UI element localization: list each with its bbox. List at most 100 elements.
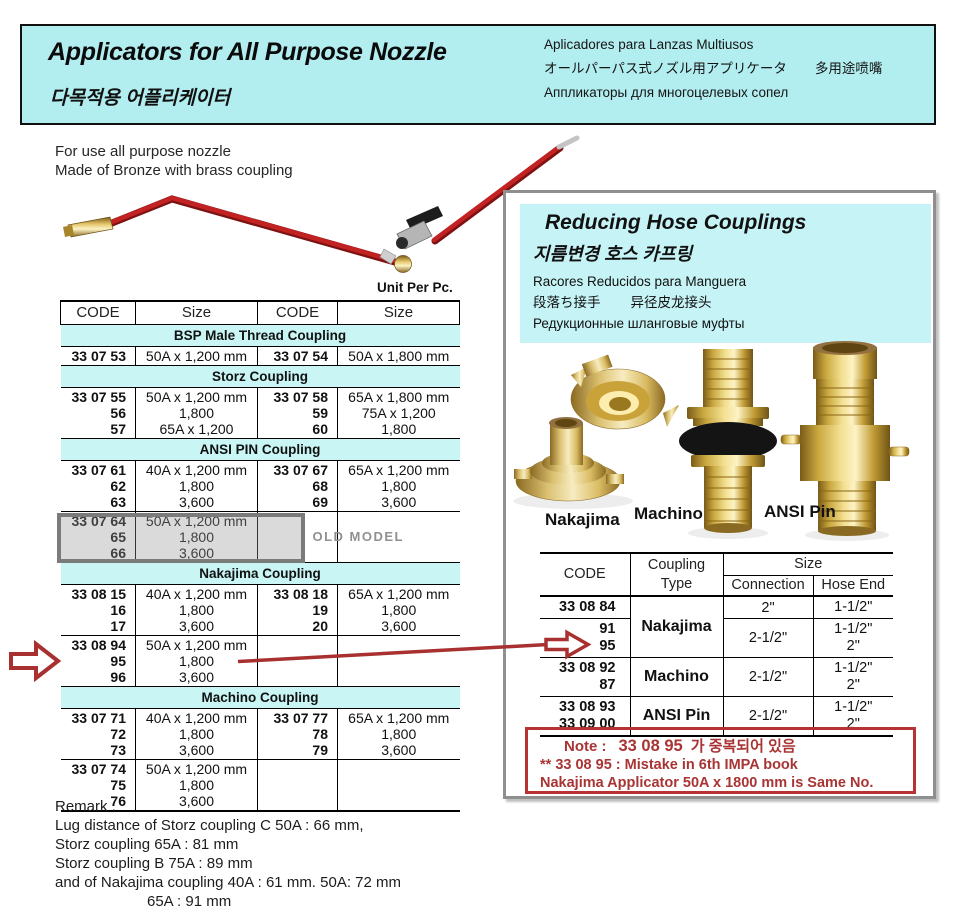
size-cell: 65A x 1,200 mm 1,800 3,600 — [337, 584, 460, 636]
panel-title-korean: 지름변경 호스 카프링 — [533, 244, 693, 264]
page-header: Applicators for All Purpose Nozzle 다목적용 … — [20, 24, 936, 125]
applicator-wand-image — [63, 135, 580, 273]
red-arrow-icon — [9, 639, 62, 683]
coupling-type-cell: Machino — [630, 657, 724, 697]
remark-line: 65A : 91 mm — [147, 893, 232, 910]
subtitle-japanese: オールパーパス式ノズル用アプリケータ — [544, 61, 787, 76]
size-cell: 65A x 1,200 mm 1,800 3,600 — [337, 708, 460, 760]
size-cell: 50A x 1,200 mm 1,800 65A x 1,200 — [135, 387, 258, 439]
code-cell: 33 07 58 59 60 — [257, 387, 338, 439]
column-header-hose-end: Hose End — [813, 575, 893, 597]
header-translations: Aplicadores para Lanzas Multiusos オールパーパ… — [544, 33, 882, 105]
column-header-row: CODE Coupling Type Size — [540, 553, 893, 597]
label-ansi-pin: ANSI Pin — [764, 502, 836, 521]
subtitle-chinese: 多用途喷嘴 — [814, 61, 883, 76]
column-header-connection: Connection — [723, 575, 814, 597]
couplings-product-image — [513, 341, 910, 541]
note-code: 33 08 95 — [618, 737, 683, 755]
panel-subtitle-japanese: 段落ち接手 — [533, 295, 601, 310]
column-header-code: CODE — [540, 553, 631, 597]
note-label: Note : — [564, 738, 607, 755]
subtitle-russian: Аппликаторы для многоцелевых сопел — [544, 85, 789, 100]
column-header-coupling-type: Coupling Type — [630, 553, 724, 597]
code-cell: 33 07 77 78 79 — [257, 708, 338, 760]
note-line: Nakajima Applicator 50A x 1800 mm is Sam… — [540, 775, 874, 791]
couplings-table: CODE Coupling Type Size Connection Hose E… — [540, 552, 893, 737]
panel-subtitle-chinese: 异径皮龙接头 — [630, 295, 712, 310]
table-row: 33 07 74 75 76 50A x 1,200 mm 1,800 3,600 — [60, 759, 460, 812]
code-cell: 33 07 64 65 66 — [60, 511, 136, 563]
machino-coupling-image — [679, 349, 777, 533]
column-header: Size — [135, 301, 258, 325]
code-cell: 33 07 67 68 69 — [257, 460, 338, 512]
code-cell: 33 08 84 — [540, 596, 631, 619]
section-title: BSP Male Thread Coupling — [60, 324, 460, 347]
product-description: For use all purpose nozzle Made of Bronz… — [55, 143, 293, 179]
hose-end-cell: 1-1/2" 2" — [813, 618, 893, 658]
table-row: 33 07 53 50A x 1,200 mm 33 07 54 50A x 1,80… — [60, 346, 460, 366]
panel-header: Reducing Hose Couplings 지름변경 호스 카프링 Raco… — [520, 204, 931, 343]
table-row: 33 07 61 62 63 40A x 1,200 mm 1,800 3,600 33 0… — [60, 460, 460, 512]
size-cell — [337, 759, 460, 812]
remark-line: Remark : — [55, 798, 116, 815]
table-row: 33 07 71 72 73 40A x 1,200 mm 1,800 3,600 33 0… — [60, 708, 460, 760]
section-title: Storz Coupling — [60, 365, 460, 388]
code-cell: 33 07 53 — [60, 346, 136, 366]
code-cell: 33 07 71 72 73 — [60, 708, 136, 760]
size-cell: 50A x 1,200 mm 1,800 3,600 — [135, 759, 258, 812]
note-korean: 가 중복되어 있음 — [690, 738, 796, 755]
code-cell: 33 07 74 75 76 — [60, 759, 136, 812]
panel-subtitle-russian: Редукционные шланговые муфты — [533, 316, 745, 331]
code-cell: 33 07 54 — [257, 346, 338, 366]
label-machino: Machino — [634, 504, 703, 523]
column-header-row: CODE Size CODE Size — [60, 301, 460, 325]
section-title: Nakajima Coupling — [60, 562, 460, 585]
remark-line: Storz coupling B 75A : 89 mm — [55, 855, 253, 872]
code-cell — [257, 635, 338, 687]
panel-title: Reducing Hose Couplings — [545, 211, 807, 234]
applicator-table-body: BSP Male Thread Coupling 33 07 53 50A x 1,… — [60, 324, 460, 812]
remark-line: Lug distance of Storz coupling C 50A : 6… — [55, 817, 364, 834]
section-title: Machino Coupling — [60, 686, 460, 709]
code-cell: 91 95 — [540, 618, 631, 658]
page-title-korean: 다목적용 어플리케이터 — [50, 88, 231, 109]
applicator-table: CODE Size CODE Size BSP Male Thread Coup… — [60, 300, 460, 812]
connection-cell: 2-1/2" — [723, 657, 814, 697]
code-cell: 33 08 92 87 — [540, 657, 631, 697]
ansi-pin-coupling-image — [780, 341, 910, 536]
column-subheader-row: Connection Hose End — [540, 575, 893, 597]
size-cell: 50A x 1,800 mm — [337, 346, 460, 366]
size-cell: 65A x 1,800 mm 75A x 1,200 1,800 — [337, 387, 460, 439]
panel-subtitle-spanish: Racores Reducidos para Manguera — [533, 274, 747, 289]
remark-line: and of Nakajima coupling 40A : 61 mm. 50… — [55, 874, 402, 891]
hose-end-cell: 1-1/2" 2" — [813, 657, 893, 697]
reducing-couplings-panel: Reducing Hose Couplings 지름변경 호스 카프링 Raco… — [503, 190, 936, 799]
couplings-table-body: 33 08 84 Nakajima 2" 1-1/2" 91 95 2-1/2" 1-1/2"… — [540, 596, 893, 736]
size-cell: 50A x 1,200 mm 1,800 3,600 — [135, 511, 258, 563]
table-row: 33 07 64 65 66 50A x 1,200 mm 1,800 3,600 — [60, 511, 460, 563]
unit-label: Unit Per Pc. — [377, 280, 453, 295]
note-box: Note : 33 08 95 가 중복되어 있음 ** 33 08 95 : Mi… — [525, 727, 916, 794]
code-cell: 33 08 18 19 20 — [257, 584, 338, 636]
section-title: ANSI PIN Coupling — [60, 438, 460, 461]
coupling-type-cell: Nakajima — [630, 596, 724, 658]
remark-line: Storz coupling 65A : 81 mm — [55, 836, 239, 853]
size-cell — [337, 635, 460, 687]
subtitle-spanish: Aplicadores para Lanzas Multiusos — [544, 37, 754, 52]
applicator-product-image — [63, 135, 580, 273]
remark-block: Remark : Lug distance of Storz coupling … — [55, 797, 401, 911]
column-header: CODE — [257, 301, 338, 325]
connection-cell: 2-1/2" — [723, 618, 814, 658]
label-nakajima: Nakajima — [545, 510, 620, 529]
table-row: 33 08 15 16 17 40A x 1,200 mm 1,800 3,600 33 0… — [60, 584, 460, 636]
note-line: ** 33 08 95 : Mistake in 6th IMPA book — [540, 757, 798, 773]
code-cell: 33 07 55 56 57 — [60, 387, 136, 439]
nakajima-coupling-image — [514, 354, 679, 502]
size-cell: 50A x 1,200 mm — [135, 346, 258, 366]
code-cell: 33 08 15 16 17 — [60, 584, 136, 636]
code-cell: 33 08 94 95 96 — [60, 635, 136, 687]
table-row: 33 08 94 95 96 50A x 1,200 mm 1,800 3,600 — [60, 635, 460, 687]
column-header: CODE — [60, 301, 136, 325]
old-model-label: OLD MODEL — [312, 529, 404, 544]
